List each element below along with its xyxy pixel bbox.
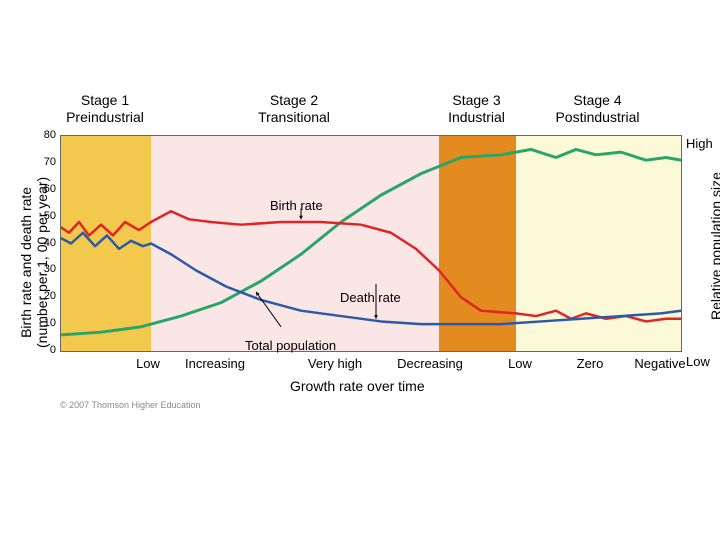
stage-4-line1: Stage 4 bbox=[573, 92, 621, 108]
y-axis-left-line1: Birth rate and death rate bbox=[18, 187, 34, 338]
stage-1-line1: Stage 1 bbox=[81, 92, 129, 108]
stage-3-line2: Industrial bbox=[448, 109, 505, 125]
stage-2-line2: Transitional bbox=[258, 109, 330, 125]
death-rate-label: Death rate bbox=[340, 290, 401, 305]
growth-rate-label: Increasing bbox=[175, 356, 255, 371]
stage-band bbox=[439, 136, 516, 351]
growth-rate-label: Very high bbox=[295, 356, 375, 371]
demographic-transition-plot bbox=[60, 135, 682, 352]
y-tick-label: 70 bbox=[36, 156, 56, 168]
growth-rate-label: Zero bbox=[550, 356, 630, 371]
growth-rate-label: Decreasing bbox=[390, 356, 470, 371]
stage-1-title: Stage 1 Preindustrial bbox=[60, 92, 150, 126]
stage-band bbox=[151, 136, 439, 351]
growth-rate-label: Negative bbox=[620, 356, 700, 371]
y-tick-label: 50 bbox=[36, 210, 56, 222]
stage-4-title: Stage 4 Postindustrial bbox=[515, 92, 680, 126]
growth-rate-label: Low bbox=[480, 356, 560, 371]
y-tick-label: 10 bbox=[36, 317, 56, 329]
y-tick-label: 60 bbox=[36, 183, 56, 195]
y-tick-label: 80 bbox=[36, 129, 56, 141]
stage-1-line2: Preindustrial bbox=[66, 109, 144, 125]
y-tick-label: 20 bbox=[36, 290, 56, 302]
stage-4-line2: Postindustrial bbox=[555, 109, 639, 125]
y-tick-label: 40 bbox=[36, 237, 56, 249]
stage-2-line1: Stage 2 bbox=[270, 92, 318, 108]
stage-2-title: Stage 2 Transitional bbox=[150, 92, 438, 126]
stage-3-title: Stage 3 Industrial bbox=[438, 92, 515, 126]
population-label: Total population bbox=[245, 338, 336, 353]
birth-rate-label: Birth rate bbox=[270, 198, 323, 213]
y-axis-right-high: High bbox=[686, 136, 713, 151]
copyright-text: © 2007 Thomson Higher Education bbox=[60, 400, 201, 410]
y-axis-right-label: Relative population size bbox=[708, 172, 720, 320]
x-axis-caption: Growth rate over time bbox=[290, 378, 425, 394]
y-axis-right-text: Relative population size bbox=[708, 172, 720, 320]
stage-3-line1: Stage 3 bbox=[452, 92, 500, 108]
y-tick-label: 0 bbox=[36, 344, 56, 356]
y-tick-label: 30 bbox=[36, 263, 56, 275]
